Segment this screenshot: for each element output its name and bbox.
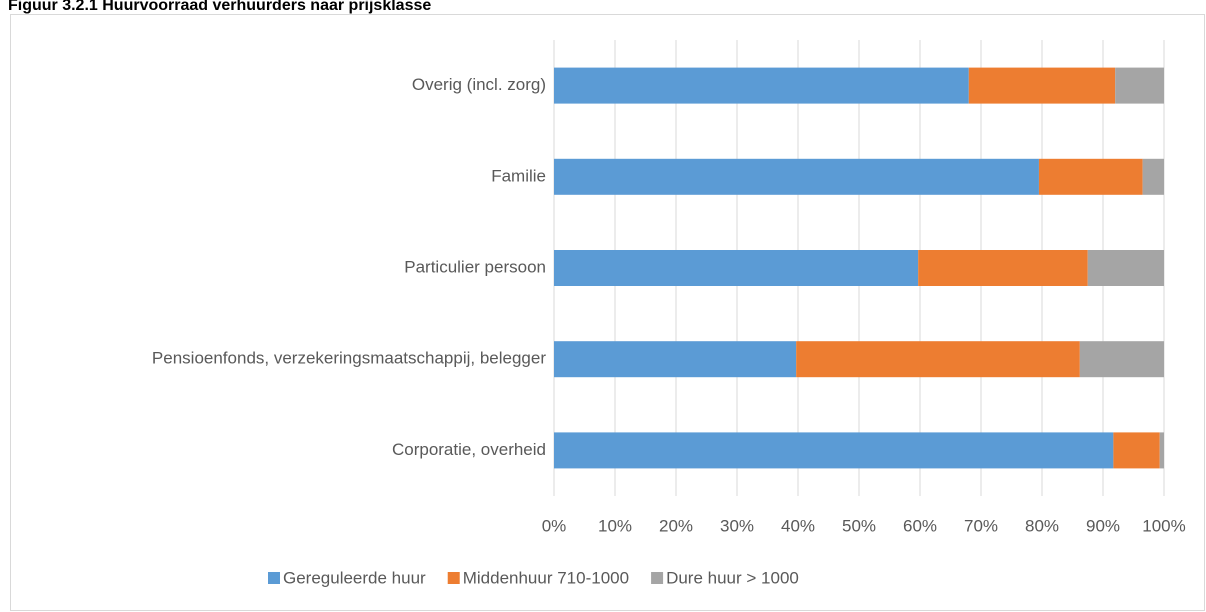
x-tick-label: 0% xyxy=(542,516,567,535)
y-tick-label: Familie xyxy=(491,166,546,185)
x-tick-label: 30% xyxy=(720,516,754,535)
bar-segment xyxy=(1159,432,1164,469)
legend-swatch xyxy=(651,572,664,584)
bar-segment xyxy=(554,250,919,286)
legend-swatch xyxy=(268,572,280,584)
bar-segment xyxy=(968,67,1116,104)
x-tick-label: 100% xyxy=(1142,516,1185,535)
bar-segment xyxy=(1142,158,1164,195)
y-tick-label: Particulier persoon xyxy=(404,257,546,276)
legend-label: Middenhuur 710-1000 xyxy=(463,568,629,587)
legend-label: Dure huur > 1000 xyxy=(666,568,799,587)
x-tick-label: 90% xyxy=(1086,516,1120,535)
legend-swatch xyxy=(447,572,460,584)
x-tick-label: 60% xyxy=(903,516,937,535)
bar-segment xyxy=(554,341,797,378)
bar-segment xyxy=(796,341,1080,378)
bar-segment xyxy=(918,250,1088,286)
bar-segment xyxy=(1038,158,1143,195)
x-tick-label: 20% xyxy=(659,516,693,535)
y-tick-label: Corporatie, overheid xyxy=(392,440,546,459)
bar-segment xyxy=(1087,250,1164,286)
bar-segment xyxy=(554,158,1039,195)
chart-border xyxy=(10,14,1205,611)
x-tick-label: 10% xyxy=(598,516,632,535)
x-tick-label: 50% xyxy=(842,516,876,535)
x-tick-label: 40% xyxy=(781,516,815,535)
chart-title: Figuur 3.2.1 Huurvoorraad verhuurders na… xyxy=(8,0,431,14)
legend-label: Gereguleerde huur xyxy=(283,568,426,587)
bar-segment xyxy=(1115,67,1164,104)
y-tick-label: Pensioenfonds, verzekeringsmaatschappij,… xyxy=(152,349,546,368)
x-tick-label: 80% xyxy=(1025,516,1059,535)
y-tick-label: Overig (incl. zorg) xyxy=(412,75,546,94)
bar-segment xyxy=(1079,341,1164,378)
bar-segment xyxy=(1113,432,1160,469)
bar-segment xyxy=(554,67,969,104)
bar-segment xyxy=(554,432,1114,469)
x-tick-label: 70% xyxy=(964,516,998,535)
